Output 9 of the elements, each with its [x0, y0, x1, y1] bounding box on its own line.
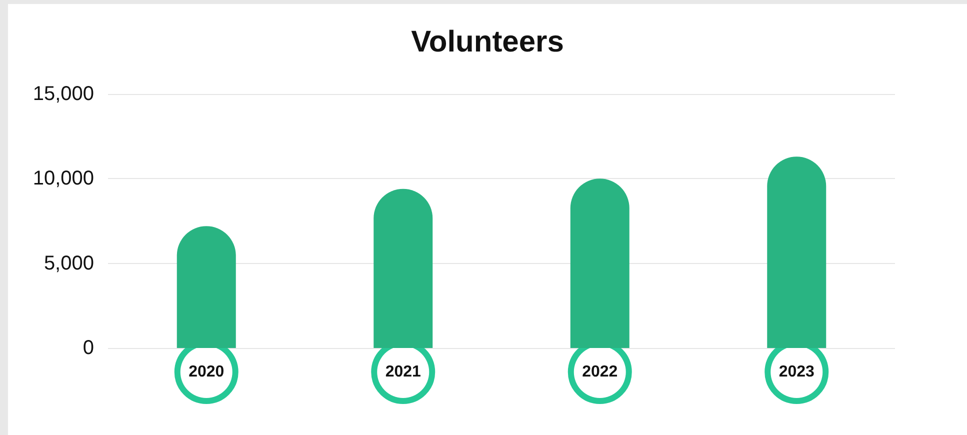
y-tick-label: 0	[82, 337, 94, 359]
chart-title: Volunteers	[411, 26, 564, 58]
x-tick-label: 2023	[778, 364, 815, 380]
y-tick-label: 10,000	[32, 168, 94, 190]
x-tick-label: 2020	[188, 364, 224, 380]
y-tick-label: 5,000	[44, 252, 94, 274]
x-tick-label: 2022	[582, 364, 618, 380]
y-tick-label: 15,000	[32, 83, 94, 105]
x-tick-label: 2021	[385, 364, 422, 380]
